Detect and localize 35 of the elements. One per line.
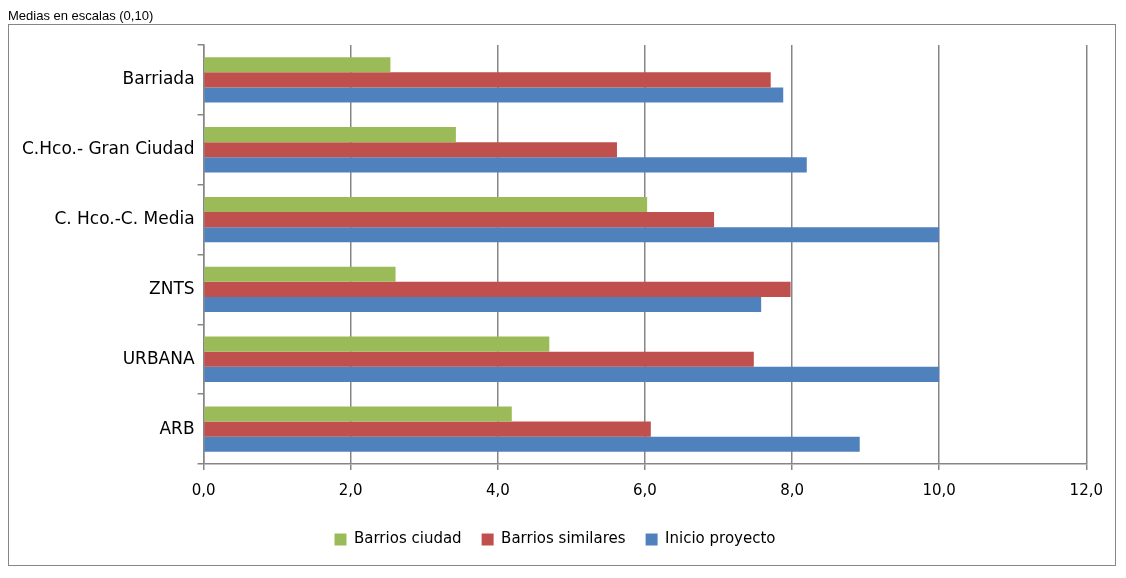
bar [204, 351, 754, 367]
bar [204, 127, 456, 143]
bar [204, 227, 940, 243]
x-tick-label: 10,0 [922, 480, 956, 499]
x-tick-label: 12,0 [1069, 480, 1103, 499]
bar [204, 87, 784, 103]
bar [204, 212, 715, 228]
bar [204, 406, 512, 422]
y-tick-label: ARB [159, 417, 195, 438]
bar [204, 336, 550, 352]
y-tick-label: ZNTS [149, 277, 195, 298]
bar [204, 296, 762, 313]
legend-label: Inicio proyecto [665, 529, 776, 548]
bar [204, 142, 617, 158]
x-tick-label: 6,0 [633, 480, 657, 499]
x-tick-label: 0,0 [191, 480, 216, 499]
bar [204, 72, 771, 88]
bar [204, 281, 791, 297]
bar [204, 436, 860, 452]
legend-label: Barrios ciudad [353, 529, 462, 548]
bar [204, 421, 651, 437]
y-tick-label: C. Hco.-C. Media [54, 208, 195, 229]
text: Medias en escalas (0,10) [8, 8, 155, 24]
x-tick-label: 2,0 [338, 480, 363, 499]
x-tick-label: 8,0 [780, 480, 804, 499]
bar [204, 266, 396, 282]
legend-label: Barrios similares [501, 529, 626, 548]
y-tick-label: URBANA [122, 347, 195, 368]
bar [204, 366, 940, 382]
y-tick-label: C.Hco.- Gran Ciudad [22, 138, 195, 159]
y-tick-label: Barriada [122, 68, 195, 89]
bar [204, 57, 391, 73]
bar [204, 196, 648, 213]
x-tick-label: 4,0 [485, 480, 510, 499]
bar [204, 157, 807, 173]
